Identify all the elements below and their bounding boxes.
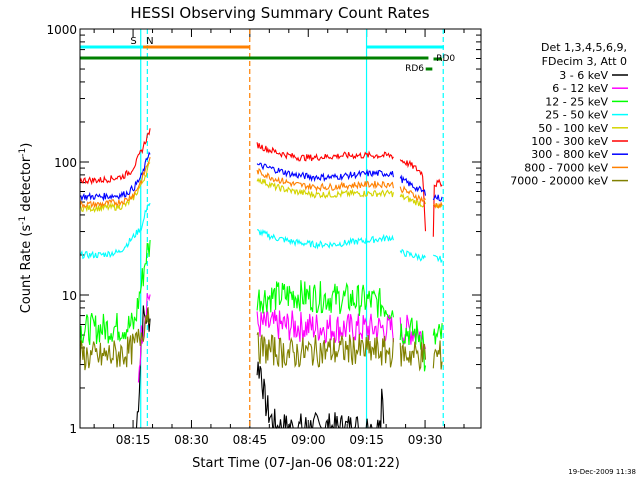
state-bar-label-0: S bbox=[130, 36, 136, 47]
chart-title: HESSI Observing Summary Count Rates bbox=[130, 4, 429, 22]
legend-label-3: 25 - 50 keV bbox=[545, 109, 608, 122]
state-bar-label-1: N bbox=[146, 36, 153, 47]
x-tick-label-1: 08:30 bbox=[174, 433, 209, 447]
x-tick-label-2: 08:45 bbox=[233, 433, 268, 447]
legend-header-line-1: Det 1,3,4,5,6,9, bbox=[541, 41, 627, 54]
series-line-4 bbox=[79, 162, 443, 213]
legend-label-1: 6 - 12 keV bbox=[552, 82, 608, 95]
y-tick-label-0: 1 bbox=[69, 422, 77, 436]
legend-label-8: 7000 - 20000 keV bbox=[510, 175, 608, 188]
y-tick-label-2: 100 bbox=[54, 156, 77, 170]
legend-label-5: 100 - 300 keV bbox=[531, 135, 608, 148]
x-tick-label-4: 09:15 bbox=[349, 433, 384, 447]
series-line-8 bbox=[79, 307, 443, 372]
plot-area: 08:15 08:30 08:45 09:00 09:15 09:30 1 10 100 1000… bbox=[46, 23, 481, 447]
timestamp: 19-Dec-2009 11:38 bbox=[568, 468, 636, 476]
series-line-6 bbox=[79, 151, 443, 202]
x-tick-label-5: 09:30 bbox=[408, 433, 443, 447]
rd-label-1: RD6 bbox=[405, 64, 424, 74]
rd-label-0: RD0 bbox=[436, 54, 455, 64]
series-line-2 bbox=[79, 239, 443, 372]
legend-label-0: 3 - 6 keV bbox=[559, 69, 608, 82]
legend-label-7: 800 - 7000 keV bbox=[524, 161, 608, 174]
plot-frame bbox=[79, 28, 482, 429]
series-line-5 bbox=[79, 128, 443, 237]
series-line-3 bbox=[79, 202, 443, 263]
x-axis-label: Start Time (07-Jan-06 08:01:22) bbox=[192, 456, 400, 471]
legend-label-6: 300 - 800 keV bbox=[531, 148, 608, 161]
y-tick-label-3: 1000 bbox=[46, 23, 77, 37]
y-tick-label-1: 10 bbox=[62, 289, 77, 303]
series-line-7 bbox=[79, 156, 443, 209]
legend-header-line-2: FDecim 3, Att 0 bbox=[542, 55, 627, 68]
x-tick-label-0: 08:15 bbox=[116, 433, 151, 447]
x-tick-label-3: 09:00 bbox=[291, 433, 326, 447]
y-axis-label: Count Rate (s-1 detector-1) bbox=[18, 143, 34, 314]
legend-label-2: 12 - 25 keV bbox=[545, 95, 608, 108]
legend-label-4: 50 - 100 keV bbox=[538, 122, 608, 135]
